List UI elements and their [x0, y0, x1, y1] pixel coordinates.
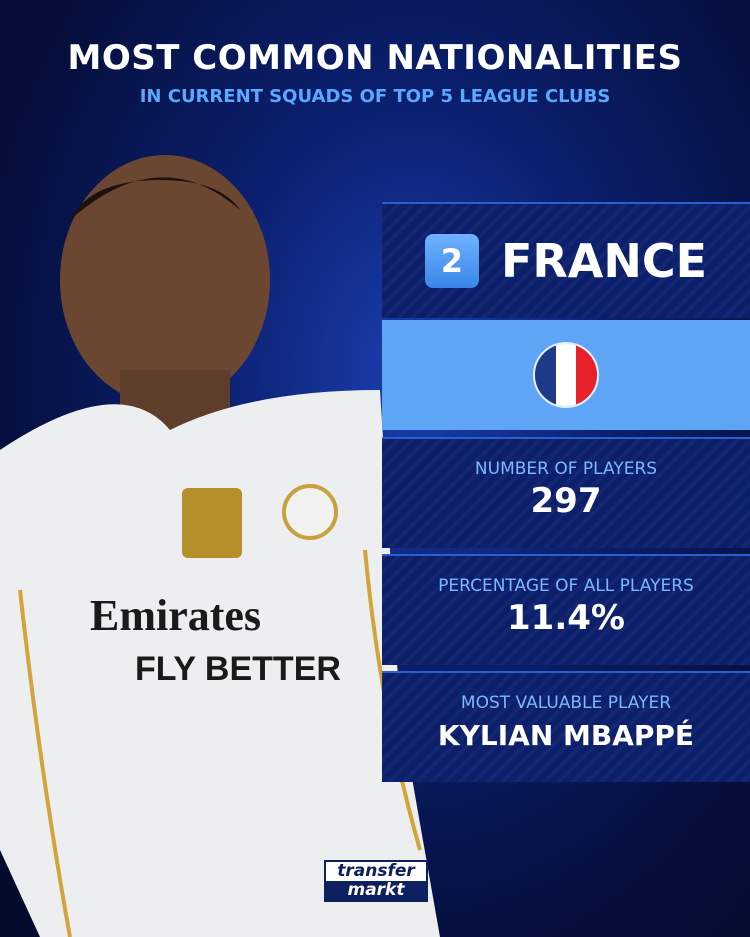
stat-label: NUMBER OF PLAYERS [474, 459, 658, 479]
rank-badge: 2 [424, 234, 479, 288]
player-head [60, 155, 270, 405]
shirt-tagline: FLY BETTER [135, 650, 341, 688]
badge-icon [182, 488, 242, 558]
stat-label: MOST VALUABLE PLAYER [460, 693, 672, 713]
country-name: FRANCE [500, 234, 708, 288]
stat-value: 297 [530, 481, 602, 521]
stat-value: KYLIAN MBAPPÉ [437, 719, 695, 752]
flag-band [382, 320, 750, 430]
subtitle: IN CURRENT SQUADS OF TOP 5 LEAGUE CLUBS [139, 86, 611, 107]
club-crest-icon [282, 484, 338, 540]
france-flag-icon [533, 342, 599, 408]
player-photo: Emirates FLY BETTER [0, 155, 440, 937]
stat-number-of-players: NUMBER OF PLAYERS 297 [382, 437, 750, 548]
stat-label: PERCENTAGE OF ALL PLAYERS [438, 576, 694, 596]
title: MOST COMMON NATIONALITIES [67, 38, 683, 78]
shirt-sponsor: Emirates [90, 591, 261, 640]
country-header: 2 FRANCE [382, 202, 750, 318]
stat-value: 11.4% [507, 598, 625, 638]
stat-most-valuable: MOST VALUABLE PLAYER KYLIAN MBAPPÉ [382, 671, 750, 782]
stat-percentage: PERCENTAGE OF ALL PLAYERS 11.4% [382, 554, 750, 665]
transfermarkt-logo: transfer markt [324, 860, 428, 902]
